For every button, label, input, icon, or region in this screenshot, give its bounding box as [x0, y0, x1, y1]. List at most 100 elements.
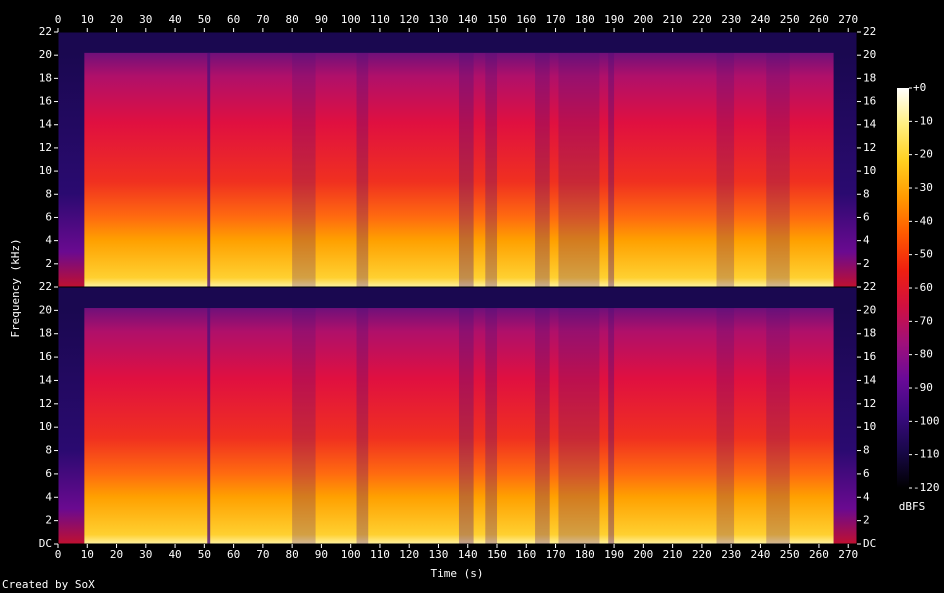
x-tick-label: 20	[110, 548, 123, 561]
y-tick-label: 18	[863, 327, 876, 340]
colorbar-label: dBFS	[899, 500, 926, 513]
y-tick-label: 22	[39, 280, 52, 293]
y-tick-label: 22	[863, 25, 876, 38]
spectrum-band	[292, 308, 316, 544]
spectrum-band	[608, 52, 615, 288]
x-tick-label: 70	[256, 13, 269, 26]
colorbar-tick-label: -10	[913, 114, 933, 127]
x-tick-label: 130	[429, 548, 449, 561]
x-tick-label: 260	[809, 548, 829, 561]
y-tick-label: 10	[39, 164, 52, 177]
x-tick-label: 50	[198, 548, 211, 561]
spectrum-band	[356, 52, 369, 288]
x-tick-label: 90	[315, 548, 328, 561]
x-tick-label: 110	[370, 548, 390, 561]
x-tick-label: 200	[633, 13, 653, 26]
x-tick-label: 260	[809, 13, 829, 26]
spectrum-band	[766, 52, 790, 288]
colorbar-tick-label: -90	[913, 381, 933, 394]
x-axis-label: Time (s)	[431, 567, 484, 580]
x-tick-label: 190	[604, 13, 624, 26]
spectrum-band	[485, 308, 498, 544]
y-tick-label: 20	[39, 303, 52, 316]
spectrum-band	[458, 52, 474, 288]
y-tick-label: 16	[863, 350, 876, 363]
panel-frame	[57, 286, 858, 545]
x-tick-label: 150	[487, 13, 507, 26]
x-tick-label: 170	[546, 548, 566, 561]
colorbar-tick-label: -70	[913, 314, 933, 327]
x-tick-label: 270	[838, 13, 858, 26]
panel-edge-right	[833, 308, 857, 544]
y-tick-label: 8	[863, 444, 870, 457]
y-tick-label: 14	[863, 118, 877, 131]
x-tick-label: 230	[721, 13, 741, 26]
y-tick-label: 16	[39, 95, 52, 108]
y-tick-label: 18	[863, 71, 876, 84]
spectrum-band	[207, 308, 211, 544]
y-tick-label: 12	[863, 397, 876, 410]
colorbar-tick-label: -80	[913, 348, 933, 361]
x-tick-label: 60	[227, 13, 240, 26]
y-tick-label: 2	[45, 257, 52, 270]
y-tick-label: 2	[863, 514, 870, 527]
y-tick-label: 4	[45, 490, 52, 503]
spectrum-band	[558, 308, 600, 544]
y-tick-label: 12	[39, 141, 52, 154]
x-tick-label: 120	[399, 13, 419, 26]
y-tick-label: 4	[863, 234, 870, 247]
y-tick-label: 8	[45, 187, 52, 200]
credit: Created by SoX	[2, 578, 95, 591]
y-tick-label: 22	[39, 25, 52, 38]
spectrum-band	[716, 308, 735, 544]
x-tick-label: 270	[838, 548, 858, 561]
y-axis-label: Frequency (kHz)	[9, 238, 22, 337]
x-tick-label: 220	[692, 548, 712, 561]
x-tick-label: 30	[139, 548, 152, 561]
y-tick-label: 18	[39, 71, 52, 84]
x-tick-label: 80	[286, 548, 299, 561]
x-tick-label: 60	[227, 548, 240, 561]
x-tick-label: 160	[516, 13, 536, 26]
spectrum-band	[766, 308, 790, 544]
y-tick-label: 6	[863, 467, 870, 480]
x-tick-label: 30	[139, 13, 152, 26]
y-tick-label: 16	[863, 95, 876, 108]
colorbar-tick-label: -100	[913, 414, 940, 427]
x-tick-label: 150	[487, 548, 507, 561]
spectrum-band	[292, 52, 316, 288]
y-tick-label: 2	[863, 257, 870, 270]
x-tick-label: 80	[286, 13, 299, 26]
colorbar-tick-label: -60	[913, 281, 933, 294]
colorbar	[897, 88, 909, 488]
y-tick-label: 10	[39, 420, 52, 433]
y-tick-label: 6	[45, 210, 52, 223]
spectrum-band	[207, 52, 211, 288]
x-tick-label: 10	[81, 13, 94, 26]
x-tick-label: 140	[458, 13, 478, 26]
y-tick-label: 22	[863, 280, 876, 293]
x-tick-label: 210	[663, 13, 683, 26]
x-tick-label: 90	[315, 13, 328, 26]
x-tick-label: 190	[604, 548, 624, 561]
y-tick-label: DC	[863, 537, 876, 550]
x-tick-label: 120	[399, 548, 419, 561]
y-tick-label: 8	[45, 444, 52, 457]
x-tick-label: 180	[575, 13, 595, 26]
panel-edge-right	[833, 52, 857, 288]
y-tick-label: 16	[39, 350, 52, 363]
spectrum-band	[558, 52, 600, 288]
spectrum-band	[485, 52, 498, 288]
panel-edge-left	[58, 52, 85, 288]
y-tick-label: 8	[863, 187, 870, 200]
y-tick-label: 4	[863, 490, 870, 503]
colorbar-tick-label: -50	[913, 248, 933, 261]
x-tick-label: 160	[516, 548, 536, 561]
x-tick-label: 0	[55, 13, 62, 26]
spectrum-band	[608, 308, 615, 544]
x-tick-label: 240	[750, 13, 770, 26]
y-tick-label: DC	[39, 537, 52, 550]
x-tick-label: 140	[458, 548, 478, 561]
y-tick-label: 18	[39, 327, 52, 340]
colorbar-tick-label: +0	[913, 81, 926, 94]
